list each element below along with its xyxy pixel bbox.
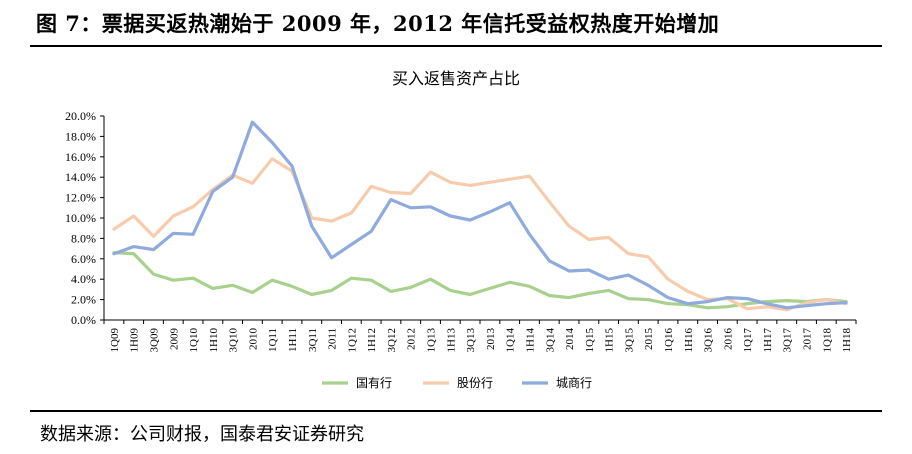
x-tick-label: 1H14 xyxy=(524,328,536,353)
x-tick-label: 2014 xyxy=(564,328,576,351)
x-tick-label: 1H12 xyxy=(366,328,378,352)
x-tick-label: 1Q18 xyxy=(821,328,833,353)
y-tick-label: 8.0% xyxy=(71,231,96,245)
y-tick-label: 20.0% xyxy=(65,109,96,123)
x-tick-label: 3Q09 xyxy=(148,328,160,353)
x-tick-label: 1Q11 xyxy=(267,328,279,352)
y-tick-label: 0.0% xyxy=(71,313,96,327)
x-tick-label: 1H17 xyxy=(762,328,774,353)
y-tick-label: 2.0% xyxy=(71,293,96,307)
x-tick-label: 1Q15 xyxy=(584,328,596,353)
chart-axes: 0.0% 2.0% 4.0% 6.0% 8.0% 10.0% 12.0% 14.0% 16.0%… xyxy=(65,109,857,353)
figure-title: 图 7：票据买返热潮始于 2009 年，2012 年信托受益权热度开始增加 xyxy=(36,11,720,36)
y-tick-label: 12.0% xyxy=(65,191,96,205)
x-tick-label: 3Q14 xyxy=(544,328,556,353)
x-tick-label: 3Q17 xyxy=(782,328,794,353)
x-tick-label: 1H10 xyxy=(208,328,220,353)
x-tick-label: 2011 xyxy=(327,328,339,350)
source-note: 数据来源：公司财报，国泰君安证券研究 xyxy=(40,424,364,445)
chart-title: 买入返售资产占比 xyxy=(392,69,520,88)
x-tick-label: 2012 xyxy=(406,328,418,350)
x-tick-label: 1Q10 xyxy=(188,328,200,353)
x-tick-label: 3Q13 xyxy=(465,328,477,353)
x-tick-label: 1Q17 xyxy=(742,328,754,353)
y-tick-label: 10.0% xyxy=(65,211,96,225)
x-tick-label: 2016 xyxy=(722,328,734,351)
legend-label-2: 城商行 xyxy=(556,375,592,390)
bottom-rule xyxy=(30,410,882,412)
series-line-0 xyxy=(112,251,848,310)
chart-series xyxy=(112,120,848,312)
y-tick-label: 18.0% xyxy=(65,129,96,143)
x-tick-label: 1H11 xyxy=(287,328,299,352)
y-tick-label: 6.0% xyxy=(71,252,96,266)
y-tick-label: 16.0% xyxy=(65,150,96,164)
x-tick-label: 3Q10 xyxy=(228,328,240,353)
x-tick-label: 1Q16 xyxy=(663,328,675,353)
x-tick-label: 2017 xyxy=(802,328,814,351)
x-tick-label: 2015 xyxy=(643,328,655,351)
x-tick-label: 1H15 xyxy=(604,328,616,353)
y-tick-label: 14.0% xyxy=(65,170,96,184)
chart-legend: 国有行 股份行 城商行 xyxy=(322,375,592,390)
x-tick-label: 3Q11 xyxy=(307,328,319,352)
x-tick-label: 1H18 xyxy=(841,328,853,353)
x-tick-label: 1Q09 xyxy=(109,328,121,353)
legend-label-0: 国有行 xyxy=(356,376,392,390)
x-tick-label: 1Q14 xyxy=(505,328,517,353)
series-line-2 xyxy=(112,120,848,310)
top-rule xyxy=(30,45,882,47)
x-tick-label: 3Q16 xyxy=(703,328,715,353)
x-tick-label: 1H16 xyxy=(683,328,695,353)
x-tick-label: 3Q12 xyxy=(386,328,398,352)
x-tick-label: 2009 xyxy=(168,328,180,351)
x-tick-label: 1Q12 xyxy=(346,328,358,352)
x-tick-label: 1Q13 xyxy=(426,328,438,353)
x-tick-label: 1H09 xyxy=(129,328,141,353)
x-tick-label: 3Q15 xyxy=(623,328,635,353)
x-tick-label: 1H13 xyxy=(445,328,457,353)
legend-label-1: 股份行 xyxy=(457,376,493,390)
y-tick-label: 4.0% xyxy=(71,272,96,286)
x-tick-label: 2013 xyxy=(485,328,497,351)
x-tick-label: 2010 xyxy=(247,328,259,351)
